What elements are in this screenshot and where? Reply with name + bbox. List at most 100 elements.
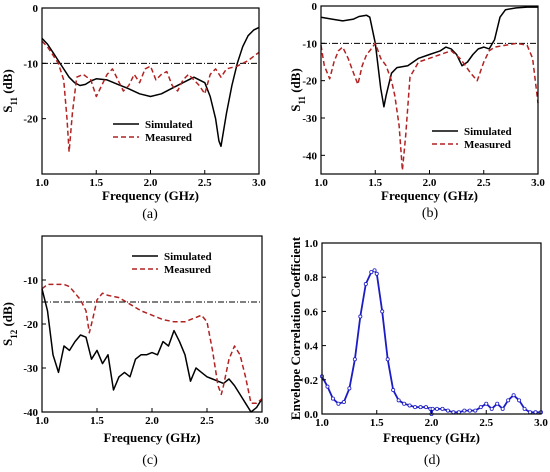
series-point bbox=[489, 406, 494, 411]
y-tick-label: -20 bbox=[23, 114, 38, 126]
y-tick-label: 0.0 bbox=[304, 409, 318, 421]
series-point bbox=[430, 406, 435, 411]
series-point bbox=[407, 403, 412, 408]
chart-panel-d: 1.0 1.5 2.0 2.5 3.0 0.0 0.2 0.4 0.6 0.8 1.0 Frequen… bbox=[288, 236, 548, 468]
x-tick-label: 3.0 bbox=[531, 177, 545, 189]
series-point bbox=[467, 408, 472, 413]
x-tick-label: 2.0 bbox=[145, 415, 159, 427]
x-tick-label: 2.5 bbox=[479, 417, 493, 429]
y-tick-label: -30 bbox=[302, 113, 317, 125]
chart-panel-b: 1.0 1.5 2.0 2.5 3.0 0 -10 -20 -30 -40 Frequency (G… bbox=[288, 1, 545, 221]
legend-label: Simulated bbox=[464, 126, 512, 138]
series-line-measured bbox=[41, 40, 260, 153]
x-axis-label: Frequency (GHz) bbox=[104, 430, 201, 445]
y-tick-label: 1.0 bbox=[304, 238, 318, 250]
panel-label: (d) bbox=[424, 453, 441, 468]
panel-label: (c) bbox=[142, 453, 158, 468]
series-point bbox=[445, 408, 450, 413]
series-line-measured bbox=[320, 42, 539, 172]
legend-label: Simulated bbox=[164, 251, 212, 263]
x-tick-label: 1.0 bbox=[315, 417, 329, 429]
y-tick-label: -20 bbox=[302, 76, 317, 88]
series-point bbox=[440, 406, 445, 411]
y-axis-label: S11 (dB) bbox=[0, 69, 19, 113]
y-tick-label: -10 bbox=[302, 38, 317, 50]
y-tick-label: 0.4 bbox=[304, 341, 318, 353]
series-point bbox=[402, 401, 407, 406]
series-point bbox=[418, 405, 423, 410]
series-point bbox=[511, 393, 516, 398]
series-point bbox=[522, 406, 527, 411]
series-point bbox=[369, 270, 374, 275]
plot-frame bbox=[41, 235, 263, 413]
series-point bbox=[391, 388, 396, 393]
series-point bbox=[506, 398, 511, 403]
x-tick-label: 3.0 bbox=[255, 415, 269, 427]
y-axis-label: S11 (dB) bbox=[288, 68, 307, 112]
series-line-measured bbox=[41, 283, 263, 404]
series-point bbox=[434, 406, 439, 411]
legend-label: Measured bbox=[164, 264, 211, 276]
x-tick-label: 2.0 bbox=[144, 177, 158, 189]
legend-label: Measured bbox=[464, 139, 511, 151]
x-tick-label: 2.5 bbox=[477, 177, 491, 189]
x-tick-label: 1.5 bbox=[90, 415, 104, 427]
series-point bbox=[495, 401, 500, 406]
x-tick-label: 3.0 bbox=[534, 417, 548, 429]
chart-panel-a: 1.0 1.5 2.0 2.5 3.0 0 -10 -20 Frequency (GHz) S11… bbox=[0, 3, 266, 222]
x-tick-label: 2.5 bbox=[198, 177, 212, 189]
series-point bbox=[517, 398, 522, 403]
x-tick-label: 1.0 bbox=[314, 177, 328, 189]
legend-label: Simulated bbox=[145, 119, 193, 131]
x-tick-label: 1.0 bbox=[35, 415, 49, 427]
series-point bbox=[352, 357, 357, 362]
y-tick-label: -40 bbox=[302, 150, 317, 162]
series-point bbox=[473, 408, 478, 413]
series-point bbox=[336, 401, 341, 406]
series-point bbox=[413, 405, 418, 410]
series-point bbox=[462, 408, 467, 413]
series-point bbox=[385, 357, 390, 362]
series-point bbox=[484, 401, 489, 406]
y-axis-label: S12 (dB) bbox=[0, 302, 19, 346]
series-point bbox=[347, 386, 352, 391]
x-tick-label: 2.5 bbox=[200, 415, 214, 427]
y-tick-label: 0.2 bbox=[304, 375, 318, 387]
series-point bbox=[330, 396, 335, 401]
plot-frame bbox=[321, 242, 542, 415]
x-axis-label: Frequency (GHz) bbox=[381, 188, 478, 203]
y-tick-label: -10 bbox=[23, 58, 38, 70]
series-point bbox=[341, 400, 346, 405]
y-tick-label: 0.8 bbox=[304, 272, 318, 284]
series-point bbox=[374, 271, 379, 276]
series-line-ecc bbox=[321, 269, 541, 415]
x-tick-label: 2.0 bbox=[423, 177, 437, 189]
chart-panel-c: 1.0 1.5 2.0 2.5 3.0 -10 -20 -30 -40 Frequency (GH… bbox=[0, 235, 269, 468]
series-point bbox=[424, 405, 429, 410]
x-tick-label: 1.5 bbox=[370, 417, 384, 429]
y-tick-label: 0 bbox=[312, 1, 318, 13]
legend-label: Measured bbox=[145, 132, 192, 144]
y-tick-label: 0 bbox=[33, 3, 39, 15]
y-tick-label: -10 bbox=[23, 275, 38, 287]
series-point bbox=[325, 384, 330, 389]
series-point bbox=[478, 405, 483, 410]
x-tick-label: 2.0 bbox=[425, 417, 439, 429]
x-tick-label: 1.5 bbox=[368, 177, 382, 189]
x-tick-label: 1.0 bbox=[35, 177, 49, 189]
x-axis-label: Frequency (GHz) bbox=[102, 188, 199, 203]
panel-label: (a) bbox=[142, 207, 158, 222]
series-line-simulated bbox=[320, 6, 538, 108]
series-line-simulated bbox=[41, 288, 263, 413]
x-tick-label: 1.5 bbox=[89, 177, 103, 189]
series-point bbox=[372, 268, 377, 273]
x-tick-label: 3.0 bbox=[252, 177, 266, 189]
series-point bbox=[396, 398, 401, 403]
series-line-simulated bbox=[41, 26, 260, 148]
series-point bbox=[358, 314, 363, 319]
panel-label: (b) bbox=[422, 206, 439, 221]
